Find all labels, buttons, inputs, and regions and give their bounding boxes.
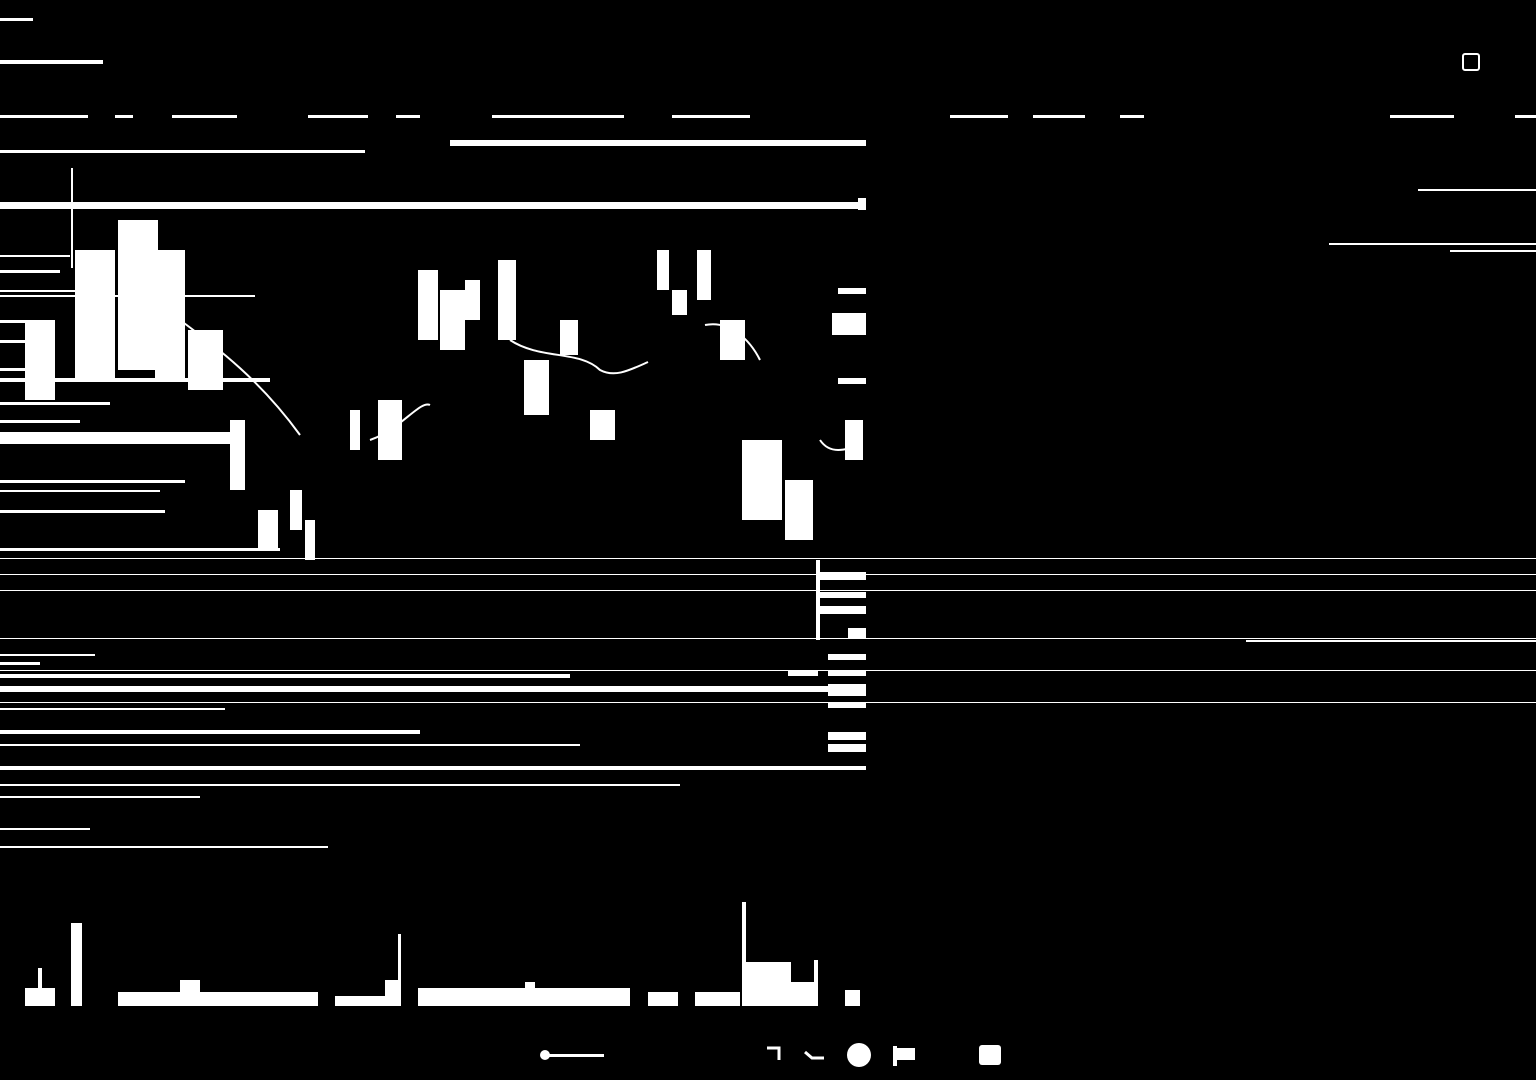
- top-header: [0, 0, 1536, 130]
- price-chart[interactable]: [0, 140, 866, 1020]
- pane-line: [1418, 189, 1536, 191]
- cursor-icon[interactable]: [764, 1042, 782, 1068]
- title-mark: [0, 18, 33, 21]
- tab-12[interactable]: [1515, 100, 1536, 118]
- tab-8[interactable]: [950, 100, 1008, 118]
- price-line: [0, 202, 866, 209]
- price-axis-labels: [788, 572, 866, 752]
- volume-profile: [0, 255, 866, 848]
- chart-canvas: [0, 140, 866, 1006]
- pane-line: [866, 702, 1536, 703]
- price-marker: [858, 198, 866, 210]
- tab-7[interactable]: [672, 100, 750, 118]
- slider-knob[interactable]: [540, 1050, 550, 1060]
- level-line: [0, 574, 866, 575]
- tab-5[interactable]: [396, 100, 420, 118]
- level-line: [0, 638, 866, 639]
- tab-6[interactable]: [492, 100, 624, 118]
- top-rule: [450, 140, 866, 146]
- volume-bars: [25, 902, 860, 1006]
- level-line: [0, 670, 866, 671]
- tab-11[interactable]: [1390, 100, 1454, 118]
- pane-line: [866, 638, 1536, 639]
- level-line: [0, 590, 866, 591]
- flag-icon[interactable]: [892, 1042, 916, 1068]
- circle-icon[interactable]: [846, 1042, 872, 1068]
- app-title-mark: [0, 60, 103, 64]
- bottom-toolbar: [540, 1042, 1010, 1072]
- level-line: [0, 558, 866, 559]
- tab-bar: [0, 100, 1536, 120]
- tab-4[interactable]: [308, 100, 368, 118]
- level-line: [0, 766, 866, 770]
- tab-3[interactable]: [172, 100, 237, 118]
- pane-line: [866, 670, 1536, 671]
- pane-line: [1246, 640, 1536, 642]
- tab-9[interactable]: [1033, 100, 1085, 118]
- pane-line: [866, 574, 1536, 575]
- ticker-line: [0, 150, 365, 153]
- settings-icon[interactable]: [1462, 53, 1480, 71]
- x-axis: [0, 1008, 1536, 1028]
- moving-average-line: [179, 319, 861, 451]
- level-line: [0, 702, 866, 703]
- pane-line: [866, 590, 1536, 591]
- hand-icon[interactable]: [804, 1042, 826, 1068]
- pane-line: [866, 558, 1536, 559]
- right-pane: [866, 140, 1536, 1020]
- square-icon[interactable]: [978, 1042, 1002, 1068]
- tab-2[interactable]: [115, 100, 133, 118]
- candles: [25, 168, 866, 640]
- pane-line: [1329, 243, 1536, 245]
- slider-track: [546, 1054, 604, 1057]
- pane-line: [1450, 250, 1536, 252]
- zoom-slider[interactable]: [540, 1042, 606, 1068]
- tab-10[interactable]: [1120, 100, 1144, 118]
- tab-1[interactable]: [0, 100, 88, 118]
